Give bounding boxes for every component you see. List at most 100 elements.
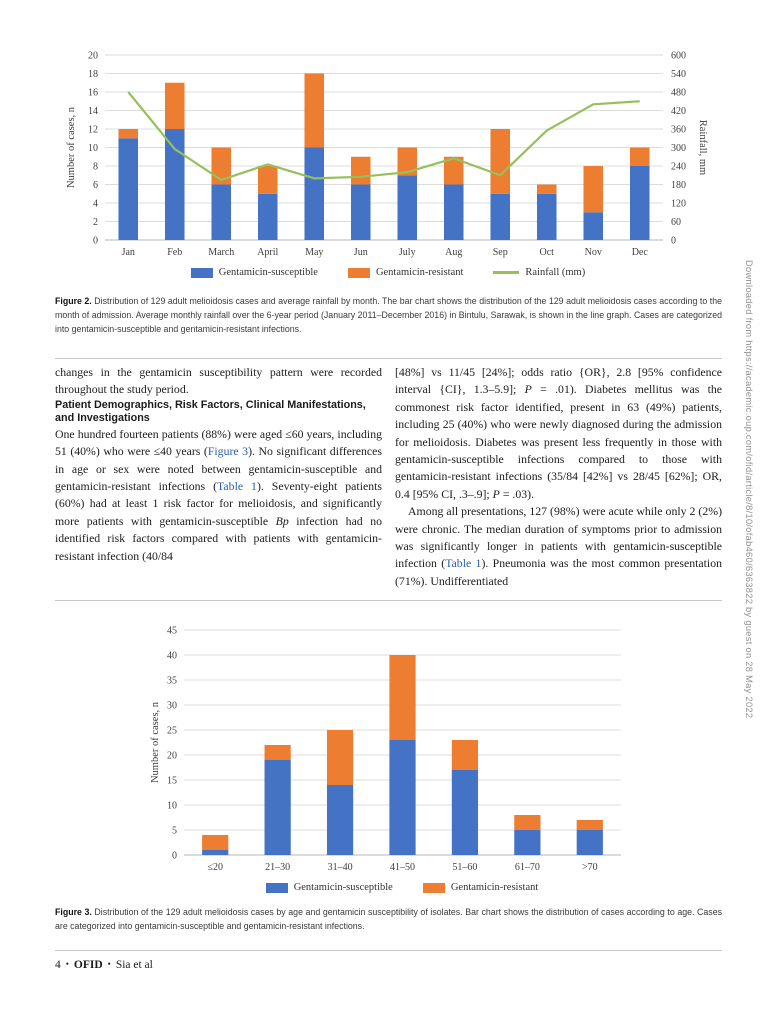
bar-segment bbox=[389, 740, 416, 855]
table1-link[interactable]: Table 1 bbox=[445, 556, 482, 571]
bar-segment bbox=[629, 166, 650, 240]
bar-segment bbox=[304, 147, 325, 240]
text-run: ). Seventy-eight patients (60%) had at l… bbox=[55, 479, 382, 528]
figure3-link[interactable]: Figure 3 bbox=[207, 444, 249, 459]
x-tick-label: Nov bbox=[585, 247, 602, 258]
legend-swatch-icon bbox=[422, 882, 445, 893]
download-watermark: Downloaded from https://academic.oup.com… bbox=[744, 260, 754, 719]
bar-segment bbox=[443, 156, 464, 185]
bar-segment bbox=[264, 745, 291, 760]
page-number: 4 bbox=[55, 959, 61, 971]
bar-segment bbox=[326, 730, 354, 785]
x-tick-label: >70 bbox=[582, 862, 598, 873]
bar-segment bbox=[326, 785, 354, 855]
bar-segment bbox=[514, 815, 541, 830]
bar-segment bbox=[490, 129, 511, 194]
legend-label: Rainfall (mm) bbox=[525, 267, 586, 278]
section-heading: Patient Demographics, Risk Factors, Clin… bbox=[55, 398, 366, 425]
figure2-caption-text: Distribution of 129 adult melioidosis ca… bbox=[55, 296, 722, 335]
y-tick-label: 12 bbox=[88, 125, 98, 136]
y-tick-label: 10 bbox=[167, 801, 177, 812]
legend-label: Gentamicin-susceptible bbox=[293, 882, 393, 893]
y-tick-label: 8 bbox=[93, 162, 98, 173]
y-tick-label: 14 bbox=[88, 106, 98, 117]
y-tick-label: 6 bbox=[93, 180, 98, 191]
text-run: = .03). bbox=[499, 486, 535, 501]
y2-tick-label: 180 bbox=[671, 180, 686, 191]
bar-segment bbox=[164, 129, 185, 240]
bar-segment bbox=[389, 655, 416, 740]
y-tick-label: 35 bbox=[167, 676, 177, 687]
p-value-symbol: P bbox=[492, 486, 500, 501]
text-run: ). Pneumonia was the most common present… bbox=[395, 556, 722, 588]
bar-segment bbox=[211, 147, 232, 185]
bullet-icon: • bbox=[107, 959, 111, 969]
figure2-caption: Figure 2. Distribution of 129 adult meli… bbox=[55, 294, 722, 336]
bar-segment bbox=[211, 184, 232, 240]
y-tick-label: 30 bbox=[167, 701, 177, 712]
divider-footer bbox=[55, 950, 722, 951]
text-run: [48%] vs 11/45 [24%]; odds ratio {OR}, 2… bbox=[395, 365, 722, 397]
bar-segment bbox=[443, 184, 464, 240]
paragraph: Among all presentations, 127 (98%) were … bbox=[395, 503, 722, 590]
legend-item: Rainfall (mm) bbox=[493, 267, 585, 278]
bar-segment bbox=[397, 175, 418, 240]
x-tick-label: Feb bbox=[167, 247, 182, 258]
y2-axis-title: Rainfall, mm bbox=[697, 120, 708, 175]
text-run: Among all presentations, 127 (98%) were … bbox=[395, 504, 722, 571]
bar-segment bbox=[629, 147, 650, 166]
bar-segment bbox=[118, 138, 139, 240]
p-value-symbol: P bbox=[524, 382, 532, 397]
y-tick-label: 4 bbox=[93, 199, 98, 210]
rainfall-line bbox=[127, 91, 640, 182]
figure3-chart-svg: 0 5 10 15 20 25 30 35 40 45 ≤20 21–30 31–40 41–50 51–6… bbox=[150, 626, 621, 873]
text-run: changes in the gentamicin susceptibility… bbox=[55, 365, 382, 397]
page-footer: 4 • OFID • Sia et al bbox=[55, 959, 153, 971]
authors: Sia et al bbox=[115, 959, 153, 971]
legend-label: Gentamicin-resistant bbox=[375, 267, 464, 278]
y-tick-label: 25 bbox=[167, 726, 177, 737]
x-tick-label: ≤20 bbox=[207, 862, 223, 873]
x-tick-label: Jan bbox=[122, 247, 135, 258]
bar-segment bbox=[583, 166, 604, 213]
figure2-caption-label: Figure 2. bbox=[55, 296, 92, 306]
figure3-legend: Gentamicin-susceptible Gentamicin-resista… bbox=[150, 882, 630, 893]
legend-swatch-icon bbox=[347, 267, 370, 278]
x-tick-label: 41–50 bbox=[390, 862, 415, 873]
bar-segment bbox=[536, 184, 557, 194]
y-tick-label: 10 bbox=[88, 143, 98, 154]
column-right: [48%] vs 11/45 [24%]; odds ratio {OR}, 2… bbox=[395, 364, 722, 590]
figure3-caption-label: Figure 3. bbox=[55, 907, 92, 917]
species-abbrev: Bp bbox=[275, 513, 289, 528]
bar-segment bbox=[490, 193, 511, 240]
journal-title: OFID bbox=[73, 959, 103, 971]
y2-tick-label: 420 bbox=[671, 106, 686, 117]
table1-link[interactable]: Table 1 bbox=[217, 479, 257, 494]
y-tick-label: 2 bbox=[93, 217, 98, 228]
x-tick-label: 51–60 bbox=[452, 862, 477, 873]
x-tick-label: 21–30 bbox=[265, 862, 290, 873]
bar-segment bbox=[576, 830, 603, 855]
x-tick-label: 61–70 bbox=[515, 862, 540, 873]
x-tick-label: 31–40 bbox=[328, 862, 353, 873]
x-tick-label: Oct bbox=[540, 247, 555, 258]
bar-segment bbox=[257, 193, 278, 240]
paragraph: [48%] vs 11/45 [24%]; odds ratio {OR}, 2… bbox=[395, 364, 722, 503]
y2-tick-label: 540 bbox=[671, 69, 686, 80]
legend-line-swatch-icon bbox=[493, 271, 520, 274]
paragraph: One hundred fourteen patients (88%) were… bbox=[55, 426, 382, 565]
legend-swatch-icon bbox=[190, 267, 213, 278]
figure2-chart-svg: 0 0 2 60 4 120 6 180 8 240 10 300 12 360 14 420 16 480 18 5… bbox=[66, 51, 708, 259]
legend-label: Gentamicin-resistant bbox=[450, 882, 539, 893]
bar-segment bbox=[304, 73, 325, 148]
legend-label: Gentamicin-susceptible bbox=[218, 267, 318, 278]
x-tick-label: Dec bbox=[632, 247, 649, 258]
bar-segment bbox=[397, 147, 418, 176]
y-tick-label: 0 bbox=[93, 236, 98, 247]
x-tick-label: April bbox=[257, 247, 278, 258]
bar-segment bbox=[514, 830, 541, 855]
x-tick-label: March bbox=[208, 247, 234, 258]
y-tick-label: 5 bbox=[172, 826, 177, 837]
y2-tick-label: 0 bbox=[671, 236, 676, 247]
